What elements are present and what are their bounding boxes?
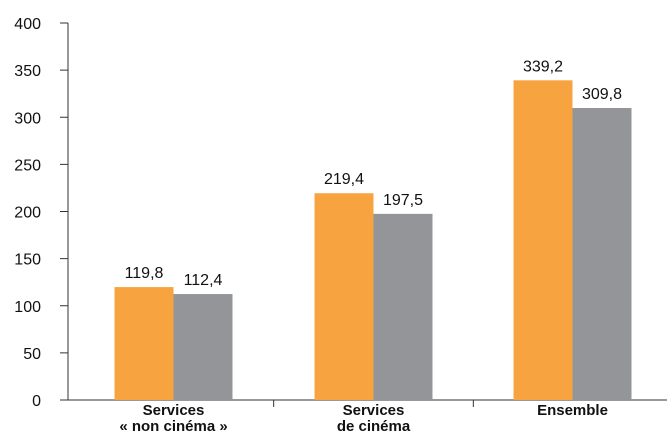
y-tick-label: 150	[14, 252, 41, 269]
x-category-label: de cinéma	[337, 418, 411, 435]
y-tick-label: 400	[14, 16, 41, 33]
bar-series1-1	[114, 287, 174, 400]
data-label: 112,4	[184, 272, 223, 289]
y-tick-label: 300	[14, 110, 41, 127]
data-label: 119,8	[125, 265, 164, 282]
y-tick-label: 100	[14, 299, 41, 316]
y-tick-label: 0	[32, 393, 41, 410]
data-label: 309,8	[582, 86, 622, 103]
y-tick-label: 250	[14, 157, 41, 174]
x-category-label: Services	[343, 402, 405, 419]
bar-series2-3	[572, 108, 632, 401]
y-tick-label: 50	[23, 346, 41, 363]
bar-series1-3	[513, 80, 573, 400]
y-tick-label: 200	[14, 205, 41, 222]
bar-series2-2	[373, 213, 433, 400]
x-category-label: « non cinéma »	[119, 418, 227, 435]
x-category-label: Services	[143, 402, 205, 419]
bar-series1-2	[314, 193, 374, 400]
x-category-label: Ensemble	[537, 402, 608, 419]
data-label: 219,4	[324, 171, 364, 188]
bar-series2-1	[173, 294, 233, 400]
y-tick-label: 350	[14, 63, 41, 80]
data-label: 339,2	[523, 58, 563, 75]
data-label: 197,5	[383, 192, 423, 209]
